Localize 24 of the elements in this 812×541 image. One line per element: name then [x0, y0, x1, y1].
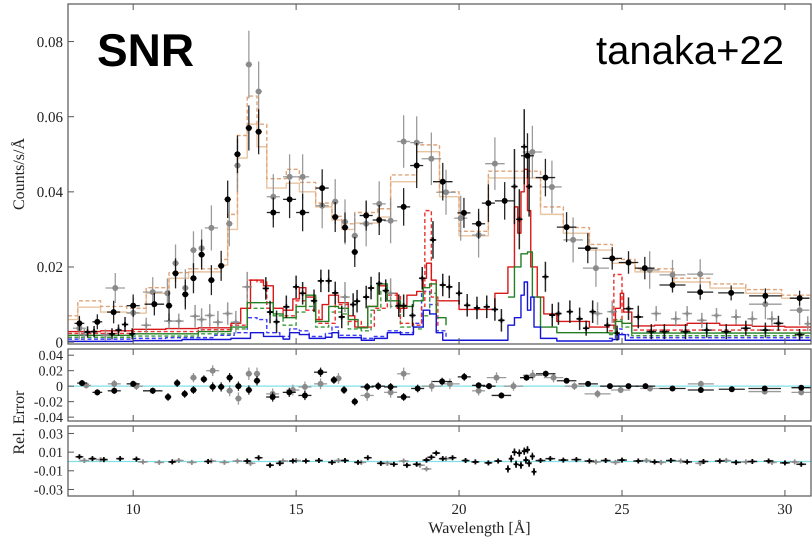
y-tick-label: 0.01: [38, 446, 63, 462]
y-tick-label: 0.02: [36, 260, 63, 276]
x-tick-label: 10: [126, 502, 141, 518]
x-tick-label: 25: [614, 502, 630, 518]
y-tick-label: 0.06: [36, 110, 64, 126]
annotation: SNR: [97, 24, 194, 76]
y-tick-label: -0.04: [34, 411, 63, 426]
x-tick-label: 15: [288, 502, 304, 518]
x-tick-label: 30: [777, 502, 792, 518]
y-tick-label: 0.08: [36, 34, 63, 51]
y-tick-label: 0: [56, 335, 63, 352]
y-tick-label: 0.02: [38, 364, 63, 380]
y-tick-label: -0.03: [34, 483, 63, 498]
y-tick-label: 0.03: [38, 427, 63, 442]
x-tick-label: 20: [452, 502, 467, 518]
annotation: tanaka+22: [596, 29, 784, 73]
y-tick-label: -0.02: [34, 396, 63, 411]
y-tick-label: 0.04: [36, 185, 64, 202]
y-axis-title: Counts/s/Å: [10, 138, 28, 210]
y-axis-title: Rel. Error: [11, 390, 28, 454]
y-tick-label: 0.04: [38, 349, 63, 364]
y-tick-label: 0: [56, 380, 63, 396]
x-axis-title: Wavelength [Å]: [428, 519, 531, 537]
y-tick-label: -0.01: [34, 464, 63, 480]
